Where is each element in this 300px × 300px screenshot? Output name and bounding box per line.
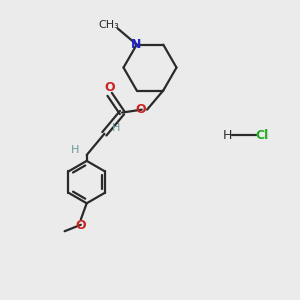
Text: N: N — [131, 38, 141, 50]
Text: Cl: Cl — [255, 129, 268, 142]
Text: H: H — [112, 124, 120, 134]
Text: CH₃: CH₃ — [98, 20, 119, 31]
Text: O: O — [135, 103, 146, 116]
Text: H: H — [223, 129, 232, 142]
Text: H: H — [71, 145, 79, 155]
Text: O: O — [75, 219, 86, 232]
Text: O: O — [104, 81, 115, 94]
